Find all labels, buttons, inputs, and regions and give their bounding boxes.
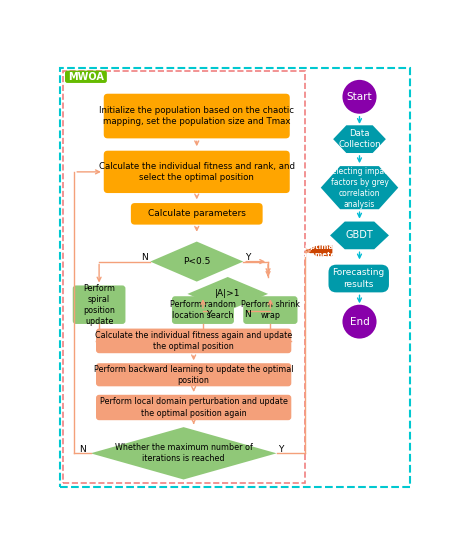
Text: Data
Collection: Data Collection xyxy=(338,129,381,149)
Text: N: N xyxy=(244,310,251,319)
Text: Y: Y xyxy=(278,445,283,454)
Text: Calculate the individual fitness and rank, and
select the optimal position: Calculate the individual fitness and ran… xyxy=(99,162,295,182)
Polygon shape xyxy=(91,427,277,480)
Text: Start: Start xyxy=(347,92,372,102)
FancyBboxPatch shape xyxy=(104,151,290,193)
Polygon shape xyxy=(187,277,268,311)
FancyBboxPatch shape xyxy=(96,395,291,420)
Text: Whether the maximum number of
iterations is reached: Whether the maximum number of iterations… xyxy=(114,443,252,463)
Text: Perform random
location search: Perform random location search xyxy=(170,300,236,320)
FancyBboxPatch shape xyxy=(243,296,298,324)
Text: |A|>1: |A|>1 xyxy=(215,289,240,299)
FancyBboxPatch shape xyxy=(73,285,125,324)
FancyBboxPatch shape xyxy=(131,203,262,224)
Text: Calculate parameters: Calculate parameters xyxy=(148,210,245,218)
Polygon shape xyxy=(150,241,243,282)
FancyBboxPatch shape xyxy=(65,70,107,83)
Text: Optimal
parameters: Optimal parameters xyxy=(298,244,344,257)
Text: End: End xyxy=(349,317,369,327)
Text: Calculate the individual fitness again and update
the optimal position: Calculate the individual fitness again a… xyxy=(95,331,292,351)
FancyBboxPatch shape xyxy=(328,265,389,293)
Text: Perform backward learning to update the optimal
position: Perform backward learning to update the … xyxy=(94,365,294,385)
Text: Perform shrink
wrap: Perform shrink wrap xyxy=(241,300,300,320)
Circle shape xyxy=(343,80,376,114)
Text: N: N xyxy=(141,253,147,262)
Polygon shape xyxy=(330,222,389,249)
Circle shape xyxy=(343,305,376,339)
Polygon shape xyxy=(321,166,398,209)
Text: N: N xyxy=(79,445,86,454)
Polygon shape xyxy=(305,245,333,256)
FancyBboxPatch shape xyxy=(96,328,291,353)
Text: P<0.5: P<0.5 xyxy=(183,257,210,266)
Text: Selecting impact
factors by grey
correlation
analysis: Selecting impact factors by grey correla… xyxy=(327,167,392,209)
Text: GBDT: GBDT xyxy=(346,230,373,240)
Text: Y: Y xyxy=(245,253,251,262)
Polygon shape xyxy=(333,125,386,153)
FancyBboxPatch shape xyxy=(104,94,290,139)
Text: Initialize the population based on the chaotic
mapping, set the population size : Initialize the population based on the c… xyxy=(99,106,294,126)
Bar xyxy=(64,70,305,483)
Text: Y: Y xyxy=(206,310,211,319)
FancyBboxPatch shape xyxy=(172,296,234,324)
Text: MWOA: MWOA xyxy=(68,72,104,82)
Text: Perform
spiral
position
update: Perform spiral position update xyxy=(83,284,115,326)
Text: Forecasting
results: Forecasting results xyxy=(333,268,385,289)
Text: Perform local domain perturbation and update
the optimal position again: Perform local domain perturbation and up… xyxy=(100,398,288,417)
FancyBboxPatch shape xyxy=(96,363,291,386)
